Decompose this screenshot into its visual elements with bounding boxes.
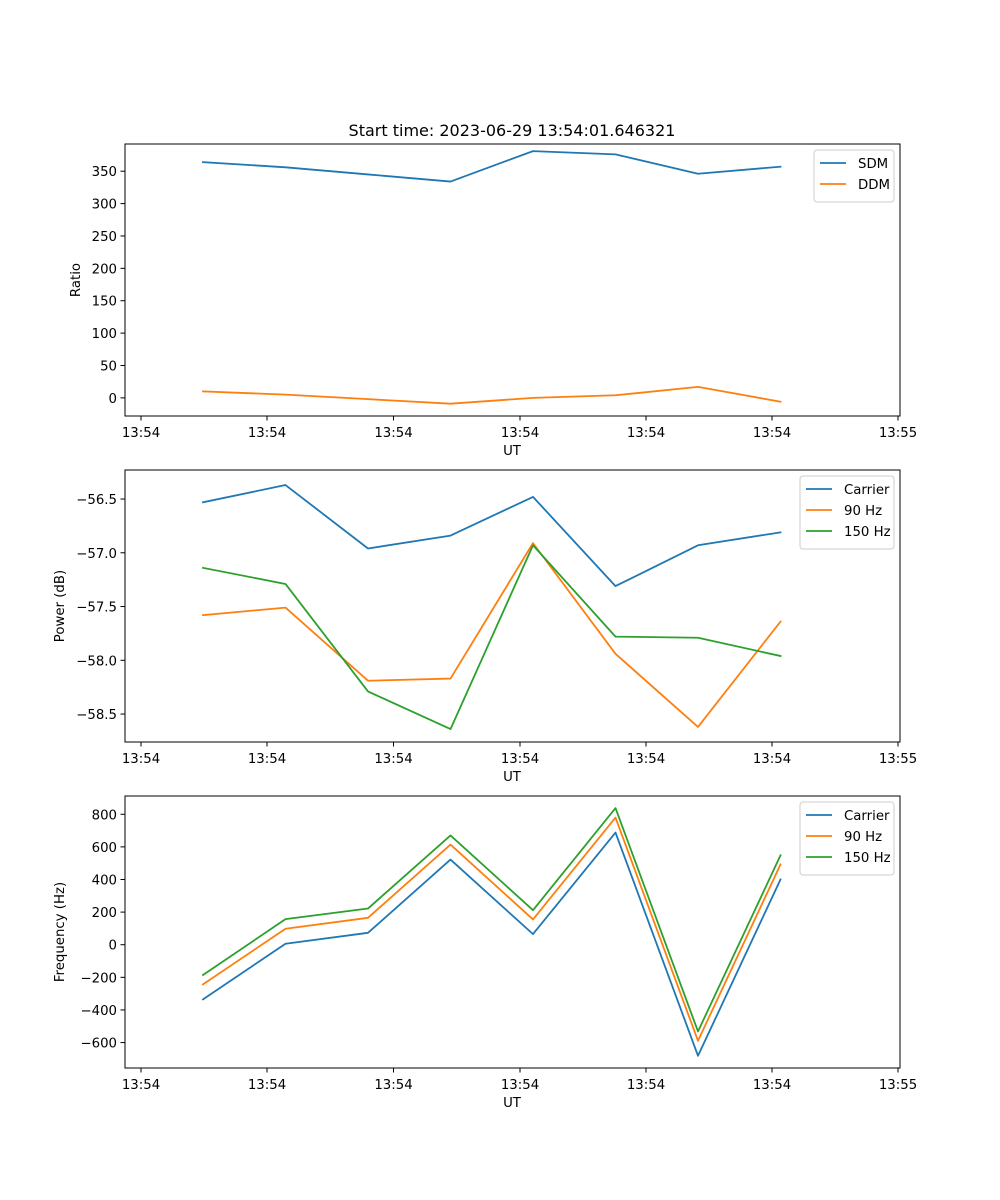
x-tick-label: 13:54 xyxy=(627,426,665,441)
y-tick-label: −200 xyxy=(80,971,117,986)
legend-label: 150 Hz xyxy=(844,851,891,866)
y-axis-label: Ratio xyxy=(69,263,84,297)
x-axis-label: UT xyxy=(503,770,522,785)
y-tick-label: −56.5 xyxy=(76,493,117,508)
series-line-2-3 xyxy=(201,544,782,730)
x-tick-label: 13:54 xyxy=(248,426,286,441)
y-tick-label: 400 xyxy=(92,873,117,888)
axes-frame-1 xyxy=(124,143,901,417)
x-axis-label: UT xyxy=(503,1096,522,1111)
x-tick-label: 13:54 xyxy=(374,752,412,767)
x-tick-label: 13:54 xyxy=(627,752,665,767)
legend-label: SDM xyxy=(858,157,888,172)
series-line-2-1 xyxy=(201,484,782,588)
y-axis-label: Power (dB) xyxy=(53,570,68,642)
y-tick-label: 50 xyxy=(100,359,117,374)
axes-frame-3 xyxy=(124,795,901,1069)
x-tick-label: 13:54 xyxy=(501,1078,539,1093)
x-tick-label: 13:54 xyxy=(501,426,539,441)
x-tick-label: 13:54 xyxy=(753,426,791,441)
axes-frame-2 xyxy=(124,469,901,743)
series-line-1-1 xyxy=(202,150,782,183)
series-line-3-1 xyxy=(201,831,782,1057)
legend-label: Carrier xyxy=(844,483,890,498)
y-tick-label: 350 xyxy=(92,165,117,180)
y-axis-label: Frequency (Hz) xyxy=(53,882,68,982)
x-tick-label: 13:54 xyxy=(248,752,286,767)
y-tick-label: −600 xyxy=(80,1037,117,1052)
legend-label: DDM xyxy=(858,178,890,193)
x-tick-label: 13:55 xyxy=(879,752,917,767)
legend-2: Carrier 90 Hz 150 Hz xyxy=(799,475,895,550)
y-tick-label: −58.5 xyxy=(76,708,117,723)
y-tick-label: 800 xyxy=(92,808,117,823)
x-tick-label: 13:55 xyxy=(879,1078,917,1093)
y-tick-label: 300 xyxy=(92,198,117,213)
x-tick-label: 13:54 xyxy=(374,426,412,441)
y-tick-label: 0 xyxy=(109,392,117,407)
y-tick-label: 250 xyxy=(92,230,117,245)
figure-title: Start time: 2023-06-29 13:54:01.646321 xyxy=(349,121,676,140)
y-tick-label: 200 xyxy=(92,906,117,921)
y-tick-label: −57.5 xyxy=(76,601,117,616)
x-tick-label: 13:54 xyxy=(248,1078,286,1093)
x-tick-label: 13:54 xyxy=(122,1078,160,1093)
y-tick-label: 600 xyxy=(92,841,117,856)
x-tick-label: 13:54 xyxy=(753,752,791,767)
x-tick-label: 13:54 xyxy=(501,752,539,767)
legend-label: 90 Hz xyxy=(844,830,882,845)
y-tick-label: 150 xyxy=(92,295,117,310)
legend-label: 150 Hz xyxy=(844,525,891,540)
y-tick-label: 0 xyxy=(109,939,117,954)
y-tick-label: 100 xyxy=(92,327,117,342)
y-tick-label: −58.0 xyxy=(76,654,117,669)
legend-label: 90 Hz xyxy=(844,504,882,519)
legend-1: SDM DDM xyxy=(813,149,895,203)
series-line-3-2 xyxy=(201,816,782,1042)
x-axis-label: UT xyxy=(503,444,522,459)
y-tick-label: −57.0 xyxy=(76,547,117,562)
chart-1: 13:54 13:54 13:54 13:54 13:54 13:54 13:55 0 50 10… xyxy=(69,143,917,459)
x-tick-label: 13:54 xyxy=(753,1078,791,1093)
x-tick-label: 13:54 xyxy=(627,1078,665,1093)
y-tick-label: −400 xyxy=(80,1004,117,1019)
y-tick-label: 200 xyxy=(92,262,117,277)
series-line-3-3 xyxy=(201,807,782,1033)
x-tick-label: 13:54 xyxy=(122,752,160,767)
chart-3: 13:54 13:54 13:54 13:54 13:54 13:54 13:55 800 60… xyxy=(53,795,917,1111)
legend-label: Carrier xyxy=(844,809,890,824)
legend-3: Carrier 90 Hz 150 Hz xyxy=(799,801,895,876)
x-tick-label: 13:54 xyxy=(122,426,160,441)
x-tick-label: 13:55 xyxy=(879,426,917,441)
x-tick-label: 13:54 xyxy=(374,1078,412,1093)
charts-container: 13:54 13:54 13:54 13:54 13:54 13:54 13:55 0 50 10… xyxy=(53,143,917,1111)
series-line-1-2 xyxy=(202,385,782,405)
series-line-2-2 xyxy=(202,542,782,728)
chart-2: 13:54 13:54 13:54 13:54 13:54 13:54 13:55 −56.5… xyxy=(53,469,917,785)
